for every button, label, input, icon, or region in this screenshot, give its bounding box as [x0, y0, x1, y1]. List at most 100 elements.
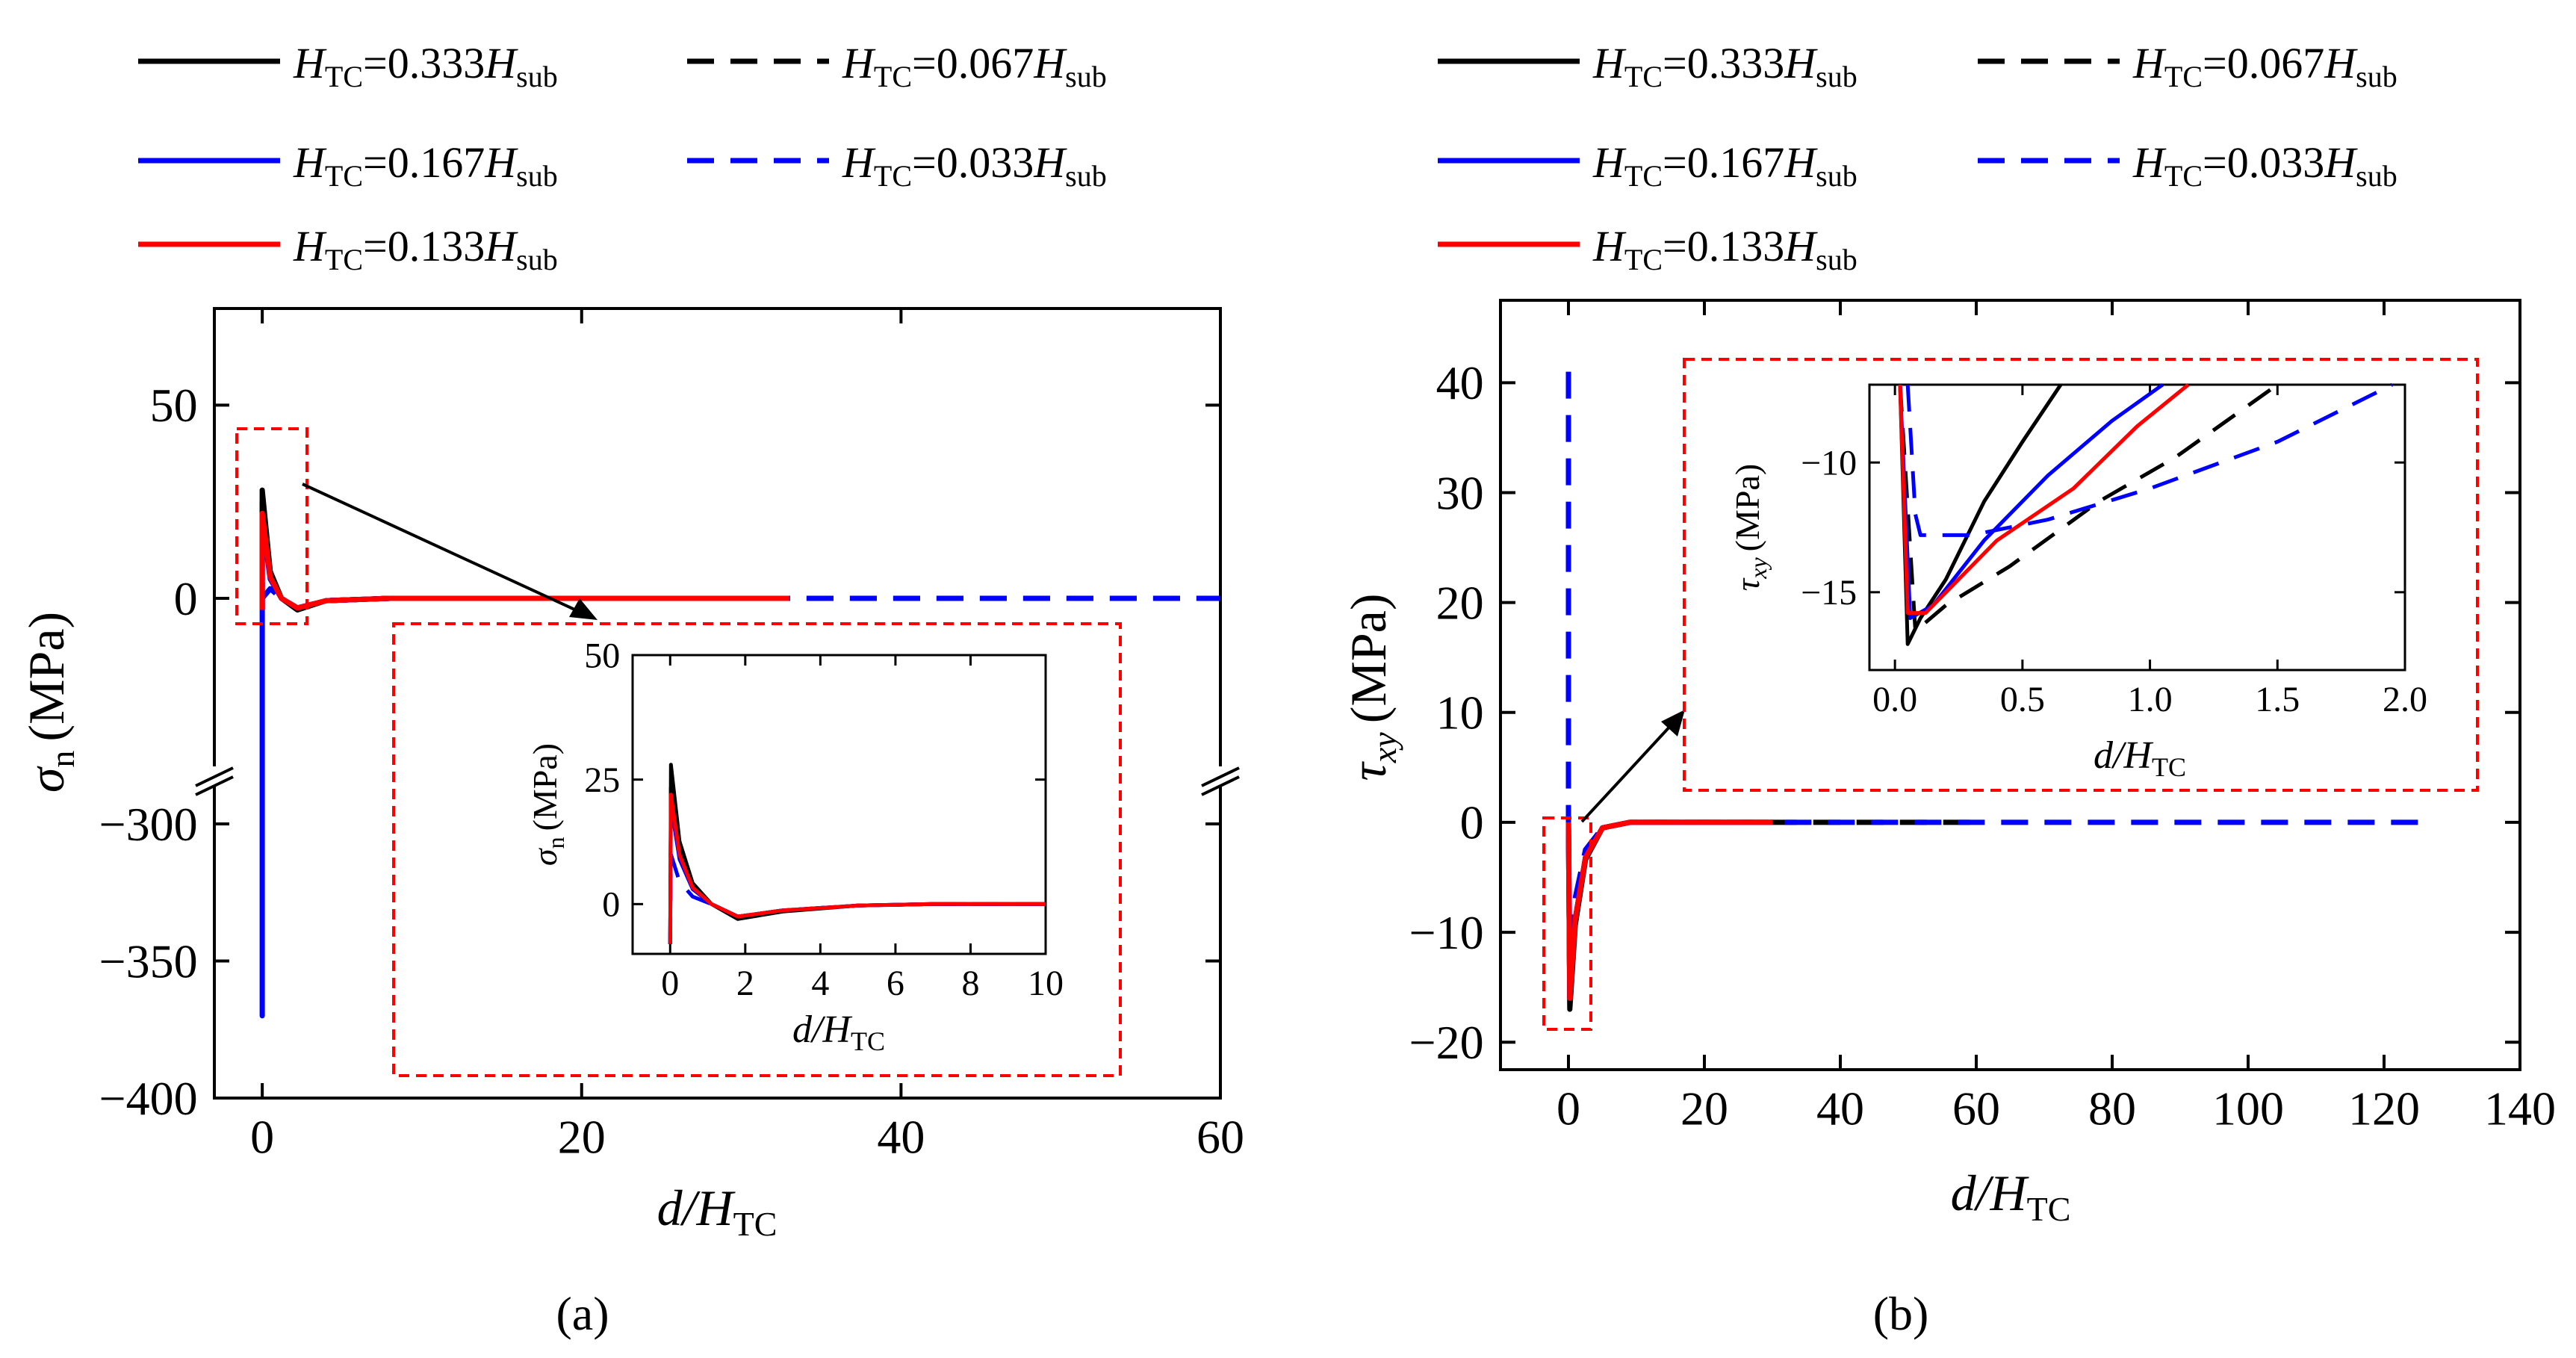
chart-a-ytick-label: −300	[99, 798, 198, 851]
chart-b-inset-xtick-label: 0.0	[1872, 680, 1917, 719]
chart-b-ticks	[1500, 300, 2521, 1070]
svg-text:HTC=0.033Hsub: HTC=0.033Hsub	[842, 138, 1107, 193]
chart-a-inset-xtick-label: 10	[1028, 964, 1064, 1003]
chart-a-ylabel: σn(MPa)	[18, 612, 81, 793]
chart-a-inset-series-line	[668, 793, 1046, 944]
chart-b-ytick-label: −20	[1409, 1016, 1484, 1069]
chart-a-ticks	[214, 309, 1222, 1100]
chart-a-inset-ytick-label: 0	[602, 885, 620, 925]
chart-a-series-line	[259, 487, 789, 613]
chart-a-inset-xtick-label: 4	[811, 964, 829, 1003]
chart-a-ytick-label: 50	[150, 379, 198, 432]
legend-a: HTC=0.333Hsub HTC=0.067Hsub HTC=0.167Hsu…	[138, 39, 1107, 276]
chart-b-inset-series	[1898, 382, 2394, 646]
legend-text: H	[842, 39, 876, 87]
legend-text: H	[842, 138, 876, 187]
chart-b-inset-xtick-label: 1.0	[2128, 680, 2173, 719]
chart-b-xtick-label: 40	[1816, 1082, 1864, 1135]
chart-a-caption: (a)	[556, 1287, 609, 1340]
chart-a-zoom-box	[235, 427, 308, 625]
legend-b-item-3: HTC=0.033Hsub	[1978, 138, 2397, 193]
chart-a-inset-xtick-label: 2	[736, 964, 754, 1003]
chart-b-inset-series-line	[1898, 382, 2279, 633]
chart-a-inset-xlabel: d/HTC	[792, 1008, 885, 1056]
chart-a-inset-ytick-label: 25	[584, 760, 620, 800]
svg-text:HTC=0.333Hsub: HTC=0.333Hsub	[1592, 39, 1857, 93]
chart-b-zoom-arrow	[1580, 722, 1675, 823]
chart-b-inset-plot	[1868, 383, 2406, 672]
legend-b-item-0: HTC=0.333Hsub	[1438, 39, 1857, 93]
chart-b-xtick-label: 60	[1952, 1082, 2000, 1135]
chart-a-inset-plot	[631, 654, 1047, 955]
svg-text:HTC=0.167Hsub: HTC=0.167Hsub	[1592, 138, 1857, 193]
legend-b-item-4: HTC=0.133Hsub	[1438, 222, 1857, 276]
chart-b-series-line	[1565, 819, 1976, 1001]
chart-b-inset-series-line	[1898, 382, 2164, 620]
svg-text:HTC=0.067Hsub: HTC=0.067Hsub	[842, 39, 1107, 93]
chart-b-series-line	[1565, 819, 1772, 1012]
chart-b-series-line	[1565, 819, 1772, 1001]
legend-text: H	[293, 39, 327, 87]
chart-a-inset-ylabel: σn(MPa)	[526, 743, 569, 866]
chart-a-xtick-label: 0	[250, 1111, 274, 1164]
chart-a-series-line	[259, 559, 1220, 1019]
chart-a-inset-xtick-label: 8	[961, 964, 979, 1003]
chart-a-axis-break-left	[195, 766, 234, 796]
chart-b-ytick-label: 40	[1436, 356, 1484, 409]
legend-b-item-2: HTC=0.167Hsub	[1438, 138, 1857, 193]
chart-b-caption: (b)	[1873, 1287, 1929, 1340]
chart-b-xtick-label: 0	[1557, 1082, 1580, 1135]
chart-b-zoom-box	[1542, 816, 1592, 1031]
chart-a-xlabel: d/HTC	[657, 1179, 778, 1243]
chart-b-ytick-label: 20	[1436, 576, 1484, 629]
chart-a-ytick-label: −400	[99, 1072, 198, 1125]
chart-b-xtick-label: 20	[1680, 1082, 1728, 1135]
legend-a-item-2: HTC=0.167Hsub	[138, 138, 558, 193]
chart-b-frame	[1499, 299, 2521, 1071]
chart-b-inset-ytick-label: −15	[1801, 573, 1857, 613]
chart-a-inset-series	[668, 763, 1046, 944]
chart-a-inset-ytick-label: 50	[584, 636, 620, 675]
chart-a-zoom-arrowhead	[569, 598, 598, 620]
svg-text:HTC=0.067Hsub: HTC=0.067Hsub	[2132, 39, 2397, 93]
chart-a-ytick-label: −350	[99, 934, 198, 988]
legend-b-item-1: HTC=0.067Hsub	[1978, 39, 2397, 93]
chart-a-xtick-label: 60	[1197, 1111, 1244, 1164]
chart-b-zoom-arrowhead	[1661, 710, 1685, 737]
chart-a-frame	[213, 307, 1222, 1100]
legend-text: H	[293, 222, 327, 270]
chart-b-series-line	[1565, 819, 1772, 1001]
chart-b-xtick-label: 120	[2348, 1082, 2420, 1135]
chart-a-inset-tick-labels: 0 2 4 6 8 10 0 25 50	[584, 636, 1064, 1003]
svg-text:HTC=0.333Hsub: HTC=0.333Hsub	[293, 39, 558, 93]
legend-a-item-3: HTC=0.033Hsub	[687, 138, 1107, 193]
svg-text:HTC=0.133Hsub: HTC=0.133Hsub	[293, 222, 558, 276]
legend-a-item-4: HTC=0.133Hsub	[138, 222, 558, 276]
chart-b-series	[1565, 371, 2418, 1012]
chart-a-ytick-label: 0	[174, 572, 198, 625]
chart-a-xtick-label: 20	[558, 1111, 606, 1164]
chart-b-ytick-label: 0	[1460, 796, 1484, 849]
chart-b-xtick-label: 80	[2088, 1082, 2136, 1135]
legend-b: HTC=0.333Hsub HTC=0.067Hsub HTC=0.167Hsu…	[1438, 39, 2397, 276]
chart-b-inset-ticks	[1869, 385, 2406, 670]
chart-b-inset-xtick-label: 0.5	[2000, 680, 2045, 719]
chart-b-xtick-label: 100	[2212, 1082, 2284, 1135]
chart-a-inset: 0 2 4 6 8 10 0 25 50 d/HTC σn(MPa)	[526, 636, 1064, 1056]
chart-a-inset-xtick-label: 0	[661, 964, 679, 1003]
chart-b-tick-labels: 0 20 40 60 80 100 120 140 −20 −10 0 10 20 30 40	[1409, 356, 2556, 1135]
chart-b-ylabel: τxy(MPa)	[1340, 594, 1403, 781]
chart-b-inset-ytick-label: −10	[1801, 444, 1857, 483]
svg-text:HTC=0.033Hsub: HTC=0.033Hsub	[2132, 138, 2397, 193]
chart-b-inset-xtick-label: 1.5	[2255, 680, 2300, 719]
chart-a-inset-series-line	[668, 852, 1046, 944]
chart-b-inset-tick-labels: 0.0 0.5 1.0 1.5 2.0 −10 −15	[1801, 444, 2427, 720]
chart-b-ytick-label: 10	[1436, 686, 1484, 740]
svg-text:HTC=0.167Hsub: HTC=0.167Hsub	[293, 138, 558, 193]
chart-b-xtick-label: 140	[2484, 1082, 2556, 1135]
chart-b-inset-series-line	[1898, 383, 2190, 616]
chart-a-zoom-arrow	[302, 483, 582, 614]
chart-a-inset-xtick-label: 6	[887, 964, 904, 1003]
